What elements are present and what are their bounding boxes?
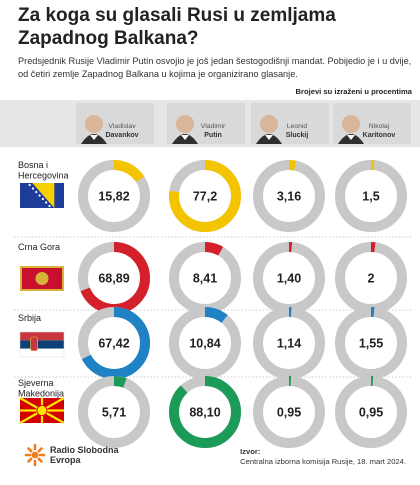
donut-value-label: 1,14 bbox=[277, 337, 301, 351]
portrait-face-icon bbox=[176, 115, 194, 133]
donut-value-arc bbox=[78, 307, 150, 379]
country-label: Crna Gora bbox=[18, 242, 60, 252]
portrait-shirt-icon bbox=[265, 135, 273, 140]
donut-value-arc bbox=[253, 160, 325, 232]
candidate-sluckij: Leonid Sluckij bbox=[251, 103, 329, 144]
unit-note: Brojevi su izraženi u procentima bbox=[295, 87, 412, 96]
candidate-first-name: Vladimir bbox=[201, 123, 226, 130]
donut-value-arc bbox=[335, 242, 407, 314]
donut-value-label: 0,95 bbox=[277, 406, 301, 420]
portrait-face-icon bbox=[342, 115, 360, 133]
donut-value-arc bbox=[335, 307, 407, 379]
source-note: Izvor: Centralna izborna komisija Rusije… bbox=[240, 447, 406, 467]
donut-3-2: 0,95 bbox=[253, 376, 325, 448]
donut-value-label: 3,16 bbox=[277, 190, 301, 204]
donut-value-arc bbox=[169, 307, 241, 379]
donut-value-arc bbox=[253, 307, 325, 379]
donut-value-label: 0,95 bbox=[359, 406, 383, 420]
chart-subtitle: Predsjednik Rusije Vladimir Putin osvoji… bbox=[18, 56, 412, 79]
country-label: Srbija bbox=[18, 313, 41, 323]
flag-serbia-icon bbox=[19, 331, 65, 358]
candidate-first-name: Leonid bbox=[287, 123, 308, 130]
donut-value-label: 1,55 bbox=[359, 337, 383, 351]
donut-value-label: 10,84 bbox=[189, 337, 220, 351]
portrait-shirt-icon bbox=[347, 135, 355, 140]
candidate-last-name: Karitonov bbox=[363, 132, 396, 139]
donut-1-0: 68,89 bbox=[78, 242, 150, 314]
source-label: Izvor: bbox=[240, 447, 261, 456]
donut-3-0: 5,71 bbox=[78, 376, 150, 448]
donut-value-label: 68,89 bbox=[98, 272, 129, 286]
candidate-last-name: Putin bbox=[204, 132, 222, 139]
candidate-last-name: Davankov bbox=[105, 132, 138, 139]
donut-value-label: 1,5 bbox=[362, 190, 379, 204]
donut-value-label: 2 bbox=[368, 272, 375, 286]
portrait-shirt-icon bbox=[90, 135, 98, 140]
donut-0-3: 1,5 bbox=[335, 160, 407, 232]
donut-3-1: 88,10 bbox=[169, 376, 241, 448]
donut-value-arc bbox=[335, 376, 407, 448]
donut-0-0: 15,82 bbox=[78, 160, 150, 232]
candidate-last-name: Sluckij bbox=[286, 132, 309, 139]
candidate-first-name: Nikolaj bbox=[369, 123, 390, 130]
donut-0-1: 77,2 bbox=[169, 160, 241, 232]
donut-2-1: 10,84 bbox=[169, 307, 241, 379]
donut-2-2: 1,14 bbox=[253, 307, 325, 379]
donut-value-arc bbox=[335, 160, 407, 232]
rse-logo: Radio Slobodna Evropa bbox=[24, 443, 119, 467]
portrait-face-icon bbox=[85, 115, 103, 133]
flag-montenegro-icon bbox=[20, 266, 64, 291]
logo-line-2: Evropa bbox=[50, 455, 81, 465]
flag-bosnia-icon bbox=[20, 183, 64, 208]
donut-value-label: 5,71 bbox=[102, 406, 126, 420]
donut-value-label: 1,40 bbox=[277, 272, 301, 286]
donut-value-label: 77,2 bbox=[193, 190, 217, 204]
donut-2-0: 67,42 bbox=[78, 307, 150, 379]
donut-1-1: 8,41 bbox=[169, 242, 241, 314]
donut-value-arc bbox=[253, 376, 325, 448]
portrait-shirt-icon bbox=[181, 135, 189, 140]
candidate-davankov: Vladislav Davankov bbox=[76, 103, 154, 144]
donut-0-2: 3,16 bbox=[253, 160, 325, 232]
candidate-first-name: Vladislav bbox=[108, 123, 136, 130]
country-label: Sjeverna Makedonija bbox=[18, 378, 64, 399]
donut-value-label: 88,10 bbox=[189, 406, 220, 420]
donut-value-label: 8,41 bbox=[193, 272, 217, 286]
donut-2-3: 1,55 bbox=[335, 307, 407, 379]
candidate-putin: Vladimir Putin bbox=[167, 103, 245, 144]
country-label: Bosna i Hercegovina bbox=[18, 160, 69, 181]
source-text: Centralna izborna komisija Rusije, 18. m… bbox=[240, 457, 406, 466]
donut-value-arc bbox=[78, 160, 150, 232]
chart-title: Za koga su glasali Rusi u zemljama Zapad… bbox=[18, 5, 336, 49]
donut-value-arc bbox=[169, 160, 241, 232]
logo-line-1: Radio Slobodna bbox=[50, 444, 119, 455]
donut-value-arc bbox=[78, 376, 150, 448]
candidate-karitonov: Nikolaj Karitonov bbox=[333, 103, 411, 144]
flag-north-macedonia-icon bbox=[19, 397, 65, 424]
donut-1-2: 1,40 bbox=[253, 242, 325, 314]
donut-value-label: 67,42 bbox=[98, 337, 129, 351]
donut-value-arc bbox=[169, 376, 241, 448]
rse-logo-icon bbox=[24, 443, 46, 467]
portrait-face-icon bbox=[260, 115, 278, 133]
donut-value-label: 15,82 bbox=[98, 190, 129, 204]
donut-value-arc bbox=[169, 242, 241, 314]
donut-value-arc bbox=[253, 242, 325, 314]
donut-3-3: 0,95 bbox=[335, 376, 407, 448]
donut-1-3: 2 bbox=[335, 242, 407, 314]
